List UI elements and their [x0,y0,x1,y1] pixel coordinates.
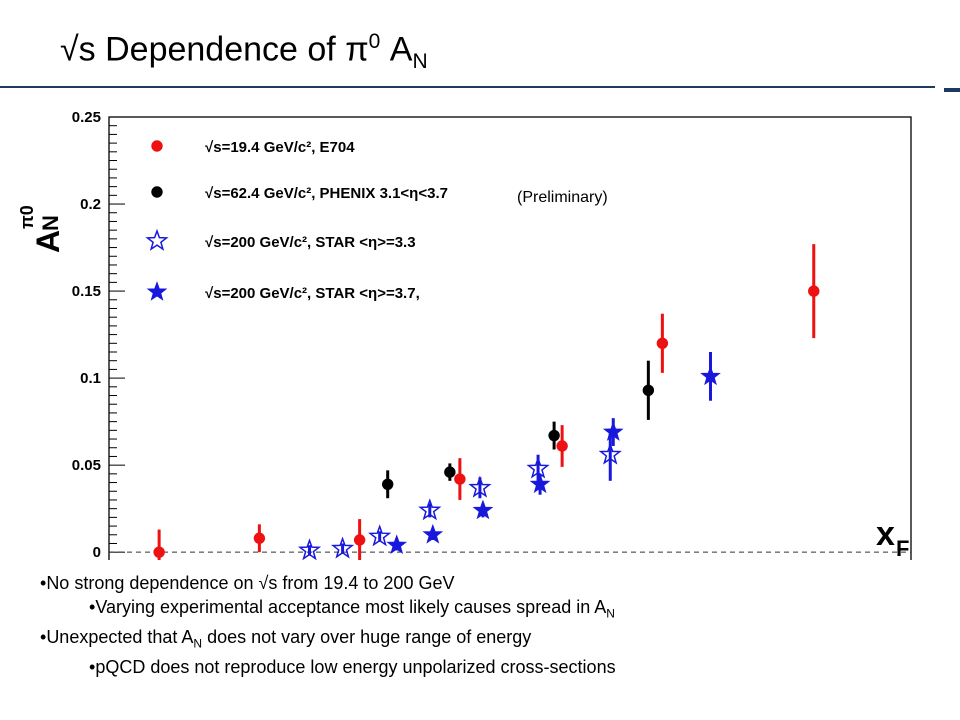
data-point [808,285,820,297]
y-axis-title-sub: N [38,215,63,231]
bullet-item: •pQCD does not reproduce low energy unpo… [40,656,940,680]
bullet-text: Varying experimental acceptance most lik… [95,596,607,617]
data-point [418,498,442,521]
data-point [529,473,551,494]
data-point [253,532,266,544]
data-point [526,456,550,479]
title-pi: π [345,30,369,69]
x-axis-title-main: x [876,515,895,553]
bullet-dot: • [89,656,96,677]
bullet-text: pQCD does not reproduce low energy unpol… [95,656,616,677]
preliminary-annotation: (Preliminary) [517,189,608,206]
title-sqrt: √ [60,30,79,69]
title-rule [0,86,935,88]
title-a: A [380,30,413,69]
y-tick-label: 0.25 [72,109,101,126]
legend: √s=19.4 GeV/c², E704 √s=62.4 GeV/c², PHEN… [145,139,448,302]
legend-marker [151,140,163,152]
data-point [642,384,655,396]
series-3 [386,352,721,555]
y-tick-label: 0.15 [72,283,101,300]
data-point [330,536,355,559]
plot-frame [108,116,912,560]
data-point [602,421,624,441]
data-point [444,466,456,478]
data-point [153,546,165,558]
data-point [297,538,322,560]
data-point [381,478,394,490]
data-point [386,534,408,555]
title-sub: N [412,50,428,74]
legend-marker [145,228,169,251]
y-axis-title-sup: π0 [17,205,37,229]
bullet-dot: • [40,626,47,647]
series-1 [381,360,655,499]
title-main: s Dependence of [78,30,346,69]
bullet-dot: • [89,596,96,617]
y-tick-label: 0.05 [72,457,101,474]
axis-ticks [109,116,125,553]
data-point [353,534,366,546]
data-point [556,440,568,452]
y-tick-label: 0 [93,544,101,560]
tick-labels: 00.10.20.30.40.50.60.70.800.050.10.150.2… [72,109,101,560]
slide-title: √s Dependence of π0 AN [60,30,428,74]
bullet-item: •No strong dependence on √s from 19.4 to… [40,572,940,596]
y-tick-label: 0.2 [80,196,101,213]
legend-marker [151,186,163,198]
sqrt-symbol: √ [258,573,269,593]
data-point [454,473,466,485]
subscript: N [606,606,615,621]
bullet-text: No strong dependence on [46,573,259,593]
data-point [700,365,721,386]
legend-marker [146,281,168,301]
an-vs-xf-chart: 00.10.20.30.40.50.60.70.800.050.10.150.2… [17,109,912,560]
data-point [656,337,669,349]
data-marks [153,244,820,560]
data-point [468,475,492,498]
data-point [368,524,392,547]
y-tick-label: 0.1 [80,370,101,387]
legend-label: √s=200 GeV/c², STAR <η>=3.3 [205,234,416,251]
bullet-dot: • [40,573,47,593]
data-point [472,499,494,520]
data-point [598,442,622,465]
legend-label: √s=19.4 GeV/c², E704 [205,139,355,156]
bullet-text: Unexpected that A [46,626,194,647]
bullet-item: •Varying experimental acceptance most li… [40,596,940,626]
title-sup: 0 [368,30,381,53]
legend-label: √s=200 GeV/c², STAR <η>=3.7, [205,285,420,302]
series-0 [153,244,820,560]
bullet-list: •No strong dependence on √s from 19.4 to… [40,572,940,679]
legend-label: √s=62.4 GeV/c², PHENIX 3.1<η<3.7 [205,185,448,202]
bullet-text: does not vary over huge range of energy [202,626,532,647]
x-axis-title-sub: F [896,536,909,560]
bullet-item: •Unexpected that AN does not vary over h… [40,626,940,656]
data-point [548,429,560,442]
data-point [422,523,444,544]
title-rule-accent [944,88,960,92]
y-axis-title-main: A [30,230,66,253]
subscript: N [193,636,203,651]
bullet-text: s from 19.4 to 200 GeV [268,573,455,593]
